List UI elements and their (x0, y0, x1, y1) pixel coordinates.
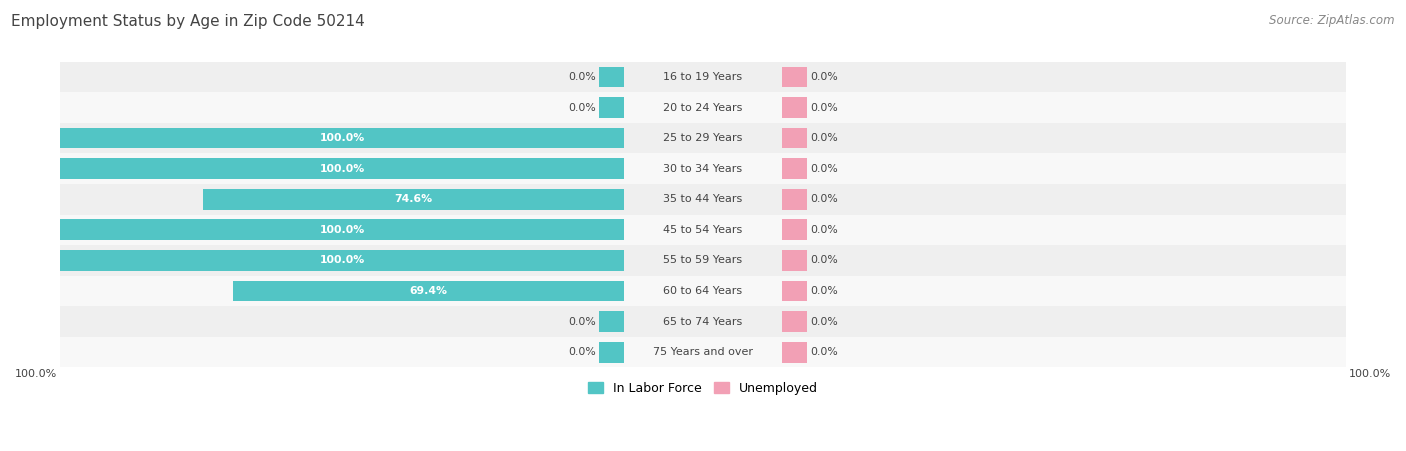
Text: 74.6%: 74.6% (395, 194, 433, 204)
Bar (782, 220, 807, 240)
Text: 0.0%: 0.0% (810, 164, 838, 174)
Bar (782, 342, 807, 363)
Text: 0.0%: 0.0% (568, 72, 596, 82)
Text: 75 Years and over: 75 Years and over (652, 347, 754, 357)
Text: 20 to 24 Years: 20 to 24 Years (664, 102, 742, 112)
Bar (599, 342, 624, 363)
Text: 100.0%: 100.0% (319, 255, 364, 266)
Text: 100.0%: 100.0% (319, 133, 364, 143)
Bar (60, 62, 1346, 92)
Bar (60, 306, 1346, 337)
Bar (782, 128, 807, 148)
Text: 55 to 59 Years: 55 to 59 Years (664, 255, 742, 266)
Text: 100.0%: 100.0% (319, 164, 364, 174)
Text: 100.0%: 100.0% (1348, 369, 1391, 379)
Bar (782, 67, 807, 87)
Bar (60, 158, 624, 179)
Bar (60, 153, 1346, 184)
Text: 69.4%: 69.4% (409, 286, 447, 296)
Text: 0.0%: 0.0% (810, 225, 838, 235)
Text: 0.0%: 0.0% (810, 255, 838, 266)
Bar (60, 276, 1346, 306)
Text: 0.0%: 0.0% (568, 317, 596, 327)
Text: Source: ZipAtlas.com: Source: ZipAtlas.com (1270, 14, 1395, 27)
Text: 45 to 54 Years: 45 to 54 Years (664, 225, 742, 235)
Text: 0.0%: 0.0% (810, 102, 838, 112)
Bar (60, 220, 624, 240)
Bar (60, 184, 1346, 215)
Legend: In Labor Force, Unemployed: In Labor Force, Unemployed (583, 377, 823, 400)
Text: 0.0%: 0.0% (810, 286, 838, 296)
Text: 35 to 44 Years: 35 to 44 Years (664, 194, 742, 204)
Text: 100.0%: 100.0% (15, 369, 58, 379)
Bar (60, 215, 1346, 245)
Text: 100.0%: 100.0% (319, 225, 364, 235)
Text: 60 to 64 Years: 60 to 64 Years (664, 286, 742, 296)
Bar (782, 250, 807, 271)
Bar (782, 97, 807, 118)
Text: 0.0%: 0.0% (568, 347, 596, 357)
Text: 30 to 34 Years: 30 to 34 Years (664, 164, 742, 174)
Bar (599, 311, 624, 332)
Bar (782, 281, 807, 301)
Bar (599, 97, 624, 118)
Bar (60, 337, 1346, 368)
Bar (60, 250, 624, 271)
Text: 0.0%: 0.0% (810, 72, 838, 82)
Bar (232, 281, 624, 301)
Text: 0.0%: 0.0% (568, 102, 596, 112)
Bar (60, 245, 1346, 276)
Text: 65 to 74 Years: 65 to 74 Years (664, 317, 742, 327)
Bar (782, 189, 807, 210)
Bar (204, 189, 624, 210)
Text: 0.0%: 0.0% (810, 317, 838, 327)
Text: 25 to 29 Years: 25 to 29 Years (664, 133, 742, 143)
Bar (599, 67, 624, 87)
Text: 0.0%: 0.0% (810, 194, 838, 204)
Text: 16 to 19 Years: 16 to 19 Years (664, 72, 742, 82)
Bar (60, 92, 1346, 123)
Text: Employment Status by Age in Zip Code 50214: Employment Status by Age in Zip Code 502… (11, 14, 366, 28)
Bar (782, 311, 807, 332)
Bar (60, 123, 1346, 153)
Bar (60, 128, 624, 148)
Text: 0.0%: 0.0% (810, 133, 838, 143)
Bar (782, 158, 807, 179)
Text: 0.0%: 0.0% (810, 347, 838, 357)
